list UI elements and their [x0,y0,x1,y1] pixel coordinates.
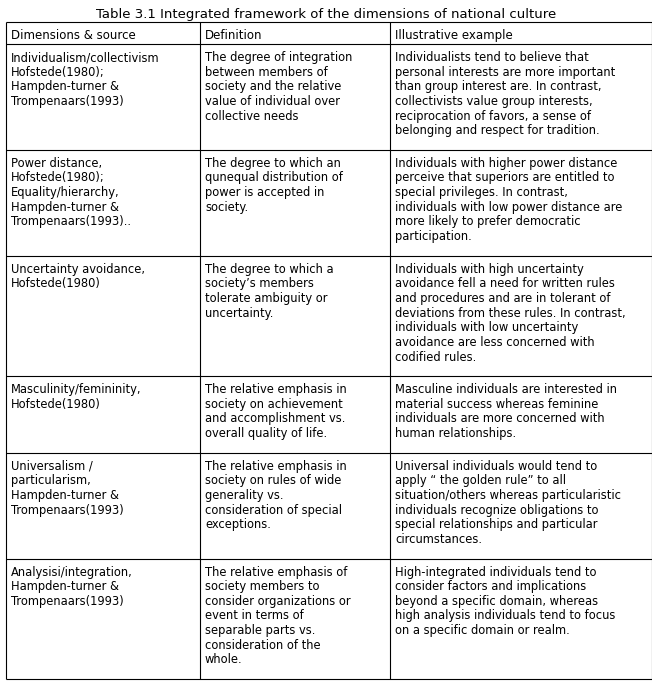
Text: event in terms of: event in terms of [205,610,304,623]
Text: Analysisi/integration,: Analysisi/integration, [11,566,133,579]
Text: consider factors and implications: consider factors and implications [395,580,586,593]
Text: exceptions.: exceptions. [205,519,271,532]
Text: human relationships.: human relationships. [395,427,516,440]
Text: individuals are more concerned with: individuals are more concerned with [395,412,604,425]
Text: qunequal distribution of: qunequal distribution of [205,171,343,184]
Text: material success whereas feminine: material success whereas feminine [395,398,599,411]
Text: uncertainty.: uncertainty. [205,307,273,320]
Text: beyond a specific domain, whereas: beyond a specific domain, whereas [395,595,598,608]
Text: perceive that superiors are entitled to: perceive that superiors are entitled to [395,171,614,184]
Text: The relative emphasis in: The relative emphasis in [205,383,347,396]
Text: Trompenaars(1993): Trompenaars(1993) [11,503,124,516]
Text: Hampden-turner &: Hampden-turner & [11,489,119,502]
Text: reciprocation of favors, a sense of: reciprocation of favors, a sense of [395,110,591,123]
Text: High-integrated individuals tend to: High-integrated individuals tend to [395,566,597,579]
Text: Individualists tend to believe that: Individualists tend to believe that [395,51,589,64]
Text: Dimensions & source: Dimensions & source [11,29,136,42]
Text: consideration of the: consideration of the [205,639,321,652]
Text: Trompenaars(1993): Trompenaars(1993) [11,95,124,108]
Text: between members of: between members of [205,66,328,79]
Text: and accomplishment vs.: and accomplishment vs. [205,412,346,425]
Text: Trompenaars(1993)..: Trompenaars(1993).. [11,216,131,229]
Text: special relationships and particular: special relationships and particular [395,519,597,532]
Text: and procedures and are in tolerant of: and procedures and are in tolerant of [395,292,610,305]
Text: society on achievement: society on achievement [205,398,343,411]
Text: Uncertainty avoidance,: Uncertainty avoidance, [11,262,145,275]
Text: on a specific domain or realm.: on a specific domain or realm. [395,624,570,637]
Text: Masculinity/femininity,: Masculinity/femininity, [11,383,141,396]
Text: avoidance are less concerned with: avoidance are less concerned with [395,336,595,349]
Text: The degree to which a: The degree to which a [205,262,334,275]
Text: Hofstede(1980): Hofstede(1980) [11,277,101,290]
Text: codified rules.: codified rules. [395,351,476,364]
Text: high analysis individuals tend to focus: high analysis individuals tend to focus [395,610,615,623]
Text: The relative emphasis in: The relative emphasis in [205,460,347,473]
Text: belonging and respect for tradition.: belonging and respect for tradition. [395,124,600,137]
Text: apply “ the golden rule” to all: apply “ the golden rule” to all [395,474,566,487]
Text: Hampden-turner &: Hampden-turner & [11,201,119,214]
Text: participation.: participation. [395,230,472,243]
Text: collectivists value group interests,: collectivists value group interests, [395,95,593,108]
Text: Definition: Definition [205,29,263,42]
Text: collective needs: collective needs [205,110,299,123]
Text: Equality/hierarchy,: Equality/hierarchy, [11,186,119,199]
Text: Trompenaars(1993): Trompenaars(1993) [11,595,124,608]
Text: more likely to prefer democratic: more likely to prefer democratic [395,216,581,229]
Text: individuals with low power distance are: individuals with low power distance are [395,201,623,214]
Text: Hofstede(1980);: Hofstede(1980); [11,171,105,184]
Text: The relative emphasis of: The relative emphasis of [205,566,348,579]
Text: society’s members: society’s members [205,277,314,290]
Text: value of individual over: value of individual over [205,95,340,108]
Text: personal interests are more important: personal interests are more important [395,66,615,79]
Text: special privileges. In contrast,: special privileges. In contrast, [395,186,568,199]
Text: avoidance fell a need for written rules: avoidance fell a need for written rules [395,277,615,290]
Text: overall quality of life.: overall quality of life. [205,427,327,440]
Text: Power distance,: Power distance, [11,157,102,170]
Text: generality vs.: generality vs. [205,489,284,502]
Text: than group interest are. In contrast,: than group interest are. In contrast, [395,80,602,93]
Text: individuals with low uncertainty: individuals with low uncertainty [395,321,578,334]
Text: The degree of integration: The degree of integration [205,51,352,64]
Text: society members to: society members to [205,580,319,593]
Text: Hampden-turner &: Hampden-turner & [11,80,119,93]
Text: separable parts vs.: separable parts vs. [205,624,316,637]
Text: circumstances.: circumstances. [395,533,482,546]
Text: individuals recognize obligations to: individuals recognize obligations to [395,503,599,516]
Text: consideration of special: consideration of special [205,503,342,516]
Text: Masculine individuals are interested in: Masculine individuals are interested in [395,383,617,396]
Text: society on rules of wide: society on rules of wide [205,474,342,487]
Text: Illustrative example: Illustrative example [395,29,512,42]
Text: society and the relative: society and the relative [205,80,342,93]
Text: Hofstede(1980): Hofstede(1980) [11,398,101,411]
Text: The degree to which an: The degree to which an [205,157,341,170]
Text: consider organizations or: consider organizations or [205,595,351,608]
Text: power is accepted in: power is accepted in [205,186,325,199]
Text: whole.: whole. [205,653,243,667]
Text: Individuals with higher power distance: Individuals with higher power distance [395,157,617,170]
Text: Universalism /: Universalism / [11,460,93,473]
Text: particularism,: particularism, [11,474,91,487]
Text: Individualism/collectivism: Individualism/collectivism [11,51,160,64]
Text: Hofstede(1980);: Hofstede(1980); [11,66,105,79]
Text: Universal individuals would tend to: Universal individuals would tend to [395,460,597,473]
Text: Hampden-turner &: Hampden-turner & [11,580,119,593]
Text: Individuals with high uncertainty: Individuals with high uncertainty [395,262,584,275]
Text: situation/others whereas particularistic: situation/others whereas particularistic [395,489,621,502]
Text: Table 3.1 Integrated framework of the dimensions of national culture: Table 3.1 Integrated framework of the di… [96,8,556,21]
Text: tolerate ambiguity or: tolerate ambiguity or [205,292,327,305]
Text: society.: society. [205,201,248,214]
Text: deviations from these rules. In contrast,: deviations from these rules. In contrast… [395,307,626,320]
